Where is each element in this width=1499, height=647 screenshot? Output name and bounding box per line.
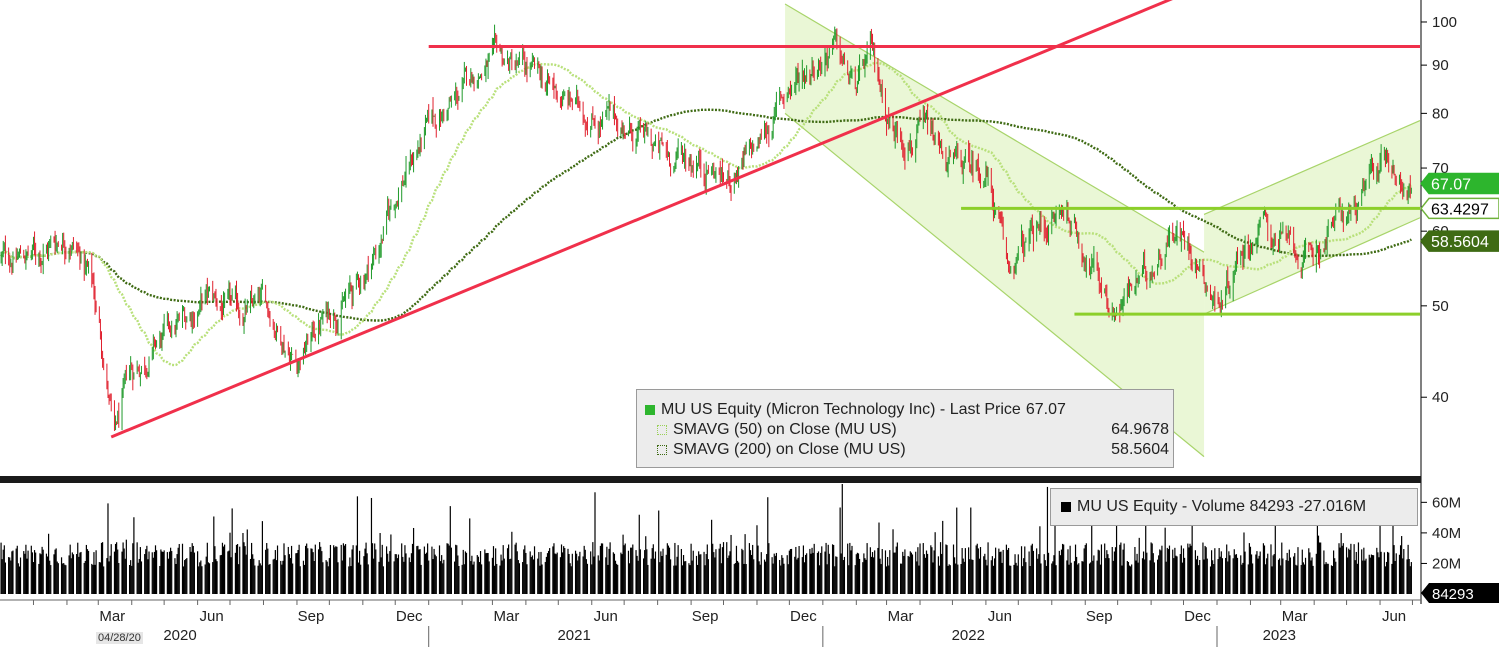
price-tag-box	[1420, 172, 1499, 195]
legend-row-price: MU US Equity (Micron Technology Inc) - L…	[637, 400, 1173, 420]
volume-tag-label: 84293	[1432, 586, 1474, 603]
x-month-label: Dec	[1184, 608, 1211, 625]
y-tick-label: 70	[1432, 160, 1449, 177]
x-month-label: Dec	[396, 608, 423, 625]
x-year-label: 2022	[952, 627, 985, 644]
x-month-label: Jun	[200, 608, 224, 625]
legend-row-sma200: SMAVG (200) on Close (MU US) 58.5604	[637, 440, 1173, 460]
legend-sma200-value: 58.5604	[1111, 441, 1169, 458]
legend-row-sma50: SMAVG (50) on Close (MU US) 64.9678	[637, 420, 1173, 440]
x-month-label: Mar	[99, 608, 125, 625]
x-month-label: Sep	[298, 608, 325, 625]
price-tag-label: 63.4297	[1431, 201, 1489, 218]
vol-tick-label: 20M	[1432, 555, 1461, 572]
y-tick-label: 90	[1432, 57, 1449, 74]
sma200-swatch-icon	[657, 445, 667, 455]
price-tag-box	[1420, 230, 1499, 252]
up-channel-upper	[1203, 120, 1420, 216]
x-year-label: 2020	[163, 627, 196, 644]
legend-sma50-label: SMAVG (50) on Close (MU US)	[673, 421, 897, 438]
x-month-label: Jun	[988, 608, 1012, 625]
vol-tick-label: 60M	[1432, 494, 1461, 511]
price-legend: MU US Equity (Micron Technology Inc) - L…	[636, 389, 1174, 468]
legend-price-label: MU US Equity (Micron Technology Inc) - L…	[661, 401, 1021, 418]
x-month-label: Sep	[692, 608, 719, 625]
legend-price-value: 67.07	[1025, 401, 1066, 418]
x-month-label: Jun	[1382, 608, 1406, 625]
legend-sma50-value: 64.9678	[1111, 421, 1169, 438]
volume-tag-box	[1421, 583, 1499, 603]
volume-swatch-icon	[1061, 502, 1071, 512]
price-tag-label: 58.5604	[1431, 234, 1489, 251]
x-month-label: Sep	[1086, 608, 1113, 625]
vol-tick-label: 40M	[1432, 525, 1461, 542]
legend-volume-label: MU US Equity - Volume 84293 -27.016M	[1077, 498, 1367, 515]
date-stamp: 04/28/20	[96, 632, 143, 644]
sma50-swatch-icon	[657, 425, 667, 435]
x-month-label: Dec	[790, 608, 817, 625]
x-month-label: Mar	[888, 608, 914, 625]
x-month-label: Mar	[1282, 608, 1308, 625]
support-trendline	[110, 0, 1173, 439]
x-year-label: 2021	[557, 627, 590, 644]
price-swatch-icon	[645, 405, 655, 415]
y-tick-label: 80	[1432, 105, 1449, 122]
price-tag-label: 67.07	[1431, 177, 1471, 194]
x-month-label: Jun	[594, 608, 618, 625]
price-tag-box	[1420, 197, 1499, 220]
up-channel-fill	[1204, 120, 1420, 315]
panel-divider	[0, 476, 1421, 483]
x-year-label: 2023	[1263, 627, 1296, 644]
legend-sma200-label: SMAVG (200) on Close (MU US)	[673, 441, 906, 458]
y-tick-label: 100	[1432, 14, 1457, 31]
y-tick-label: 50	[1432, 298, 1449, 315]
x-month-label: Mar	[493, 608, 519, 625]
volume-legend: MU US Equity - Volume 84293 -27.016M	[1050, 488, 1418, 526]
y-tick-label: 40	[1432, 389, 1449, 406]
up-channel-lower	[1203, 217, 1420, 315]
